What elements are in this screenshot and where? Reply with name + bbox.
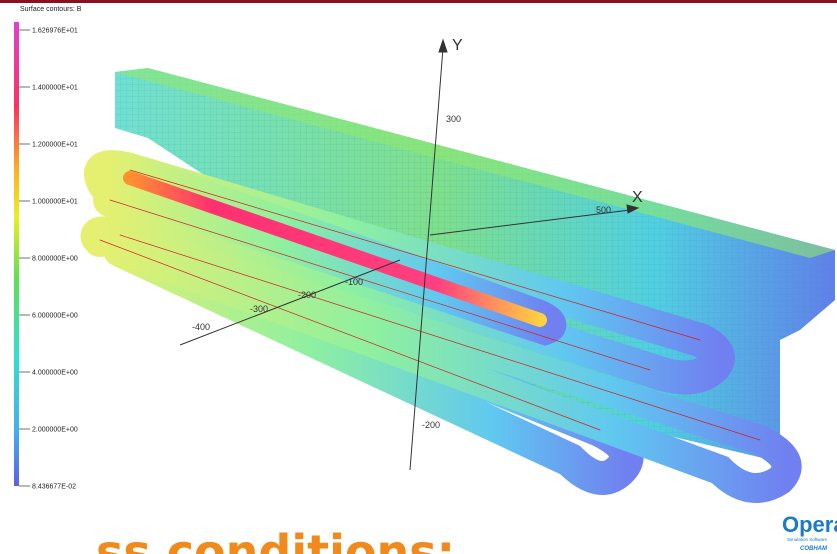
viewport: Y X 300 500 -400 -300 -200 -100 -200 Sur… xyxy=(0,0,837,554)
axis-tick-label: -200 xyxy=(298,290,316,300)
axis-tick-label: 500 xyxy=(596,205,611,215)
axis-tick-label: -100 xyxy=(345,277,363,287)
legend-label: 1.000000E+01 xyxy=(32,199,78,206)
axis-tick-label: -300 xyxy=(250,304,268,314)
logo-name: Opera xyxy=(782,512,837,537)
legend-label: 1.400000E+01 xyxy=(32,85,78,92)
y-axis-label: Y xyxy=(452,37,463,54)
axis-tick-label: -400 xyxy=(192,322,210,332)
logo: Opera Simulation Software COBHAM xyxy=(782,512,837,552)
logo-brand: COBHAM xyxy=(800,546,828,552)
legend-label: 1.200000E+01 xyxy=(32,142,78,149)
x-axis-label: X xyxy=(632,189,643,206)
legend-label: 6.000000E+00 xyxy=(32,313,78,320)
legend-label: 8.000000E+00 xyxy=(32,256,78,263)
legend-title: Surface contours: B xyxy=(20,6,82,13)
axis-tick-label: -200 xyxy=(422,420,440,430)
logo-tagline: Simulation Software xyxy=(787,537,828,542)
slide-heading: ss conditions: xyxy=(96,525,455,554)
legend-label: 8.436677E-02 xyxy=(32,484,76,491)
color-bar xyxy=(14,22,19,486)
top-bar xyxy=(0,0,837,3)
legend-label: 2.000000E+00 xyxy=(32,427,78,434)
legend-label: 1.626976E+01 xyxy=(32,28,78,35)
axis-tick-label: 300 xyxy=(446,114,461,124)
page: {"header": {"title": "Surface contours: … xyxy=(0,0,837,554)
legend-label: 4.000000E+00 xyxy=(32,370,78,377)
legend: 1.626976E+01 1.400000E+01 1.200000E+01 1.00… xyxy=(19,28,78,491)
